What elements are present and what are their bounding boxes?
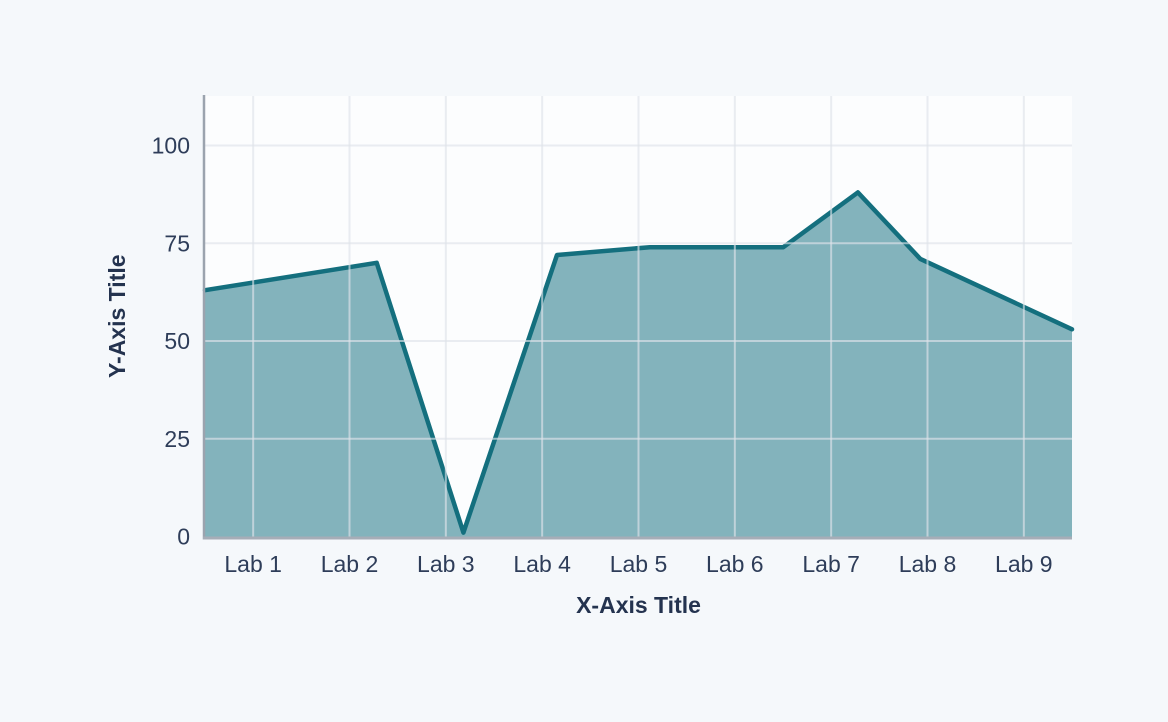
y-tick-label: 50 (164, 328, 190, 354)
y-tick-label: 75 (164, 230, 190, 256)
y-tick-label: 0 (177, 524, 190, 550)
x-tick-label: Lab 7 (802, 551, 860, 577)
x-tick-label: Lab 9 (995, 551, 1053, 577)
x-tick-label: Lab 8 (899, 551, 957, 577)
x-axis-title: X-Axis Title (576, 592, 701, 618)
x-tick-label: Lab 6 (706, 551, 764, 577)
x-tick-label: Lab 3 (417, 551, 475, 577)
x-tick-label: Lab 2 (321, 551, 379, 577)
y-tick-label: 25 (164, 426, 190, 452)
x-tick-label: Lab 4 (513, 551, 571, 577)
data-line (202, 190, 1075, 535)
y-tick-label: 100 (152, 133, 190, 159)
x-tick-label: Lab 5 (610, 551, 668, 577)
y-axis-title: Y-Axis Title (104, 254, 130, 378)
x-tick-label: Lab 1 (224, 551, 282, 577)
